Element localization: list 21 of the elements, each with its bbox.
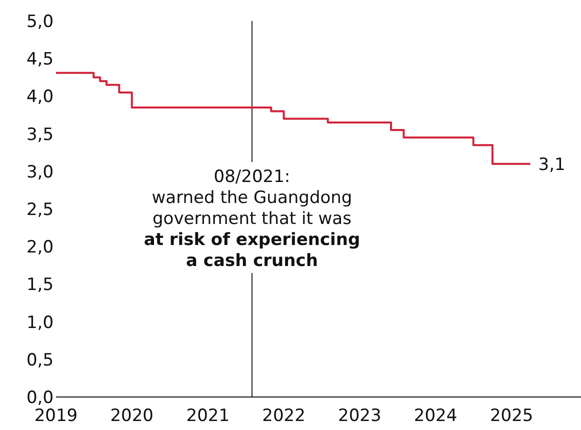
x-tick-label: 2019 [34,406,78,426]
y-tick-label: 2,5 [26,200,54,220]
x-tick-label: 2025 [490,406,534,426]
y-tick-label: 0,5 [26,350,54,370]
y-tick-label: 3,0 [26,162,54,182]
y-tick-label: 3,5 [26,124,54,145]
x-tick-label: 2022 [262,406,306,426]
ref-line-label: 08/2021: [214,167,290,187]
y-tick-label: 0,0 [26,388,54,408]
annotation: at risk of experiencing a cash crunch [144,230,360,271]
y-tick-label: 2,0 [26,238,54,258]
x-tick-label: 2023 [338,406,382,426]
y-tick-label: 1,0 [26,312,54,333]
y-tick-label: 5,0 [26,12,54,32]
x-tick-label: 2020 [110,406,154,426]
y-tick-label: 4,0 [26,87,54,108]
y-tick-label: 1,5 [26,275,54,296]
x-tick-label: 2021 [186,406,230,426]
data-label: 3,1 [538,154,566,175]
y-tick-label: 4,5 [26,50,54,70]
x-tick-label: 2024 [414,406,458,426]
